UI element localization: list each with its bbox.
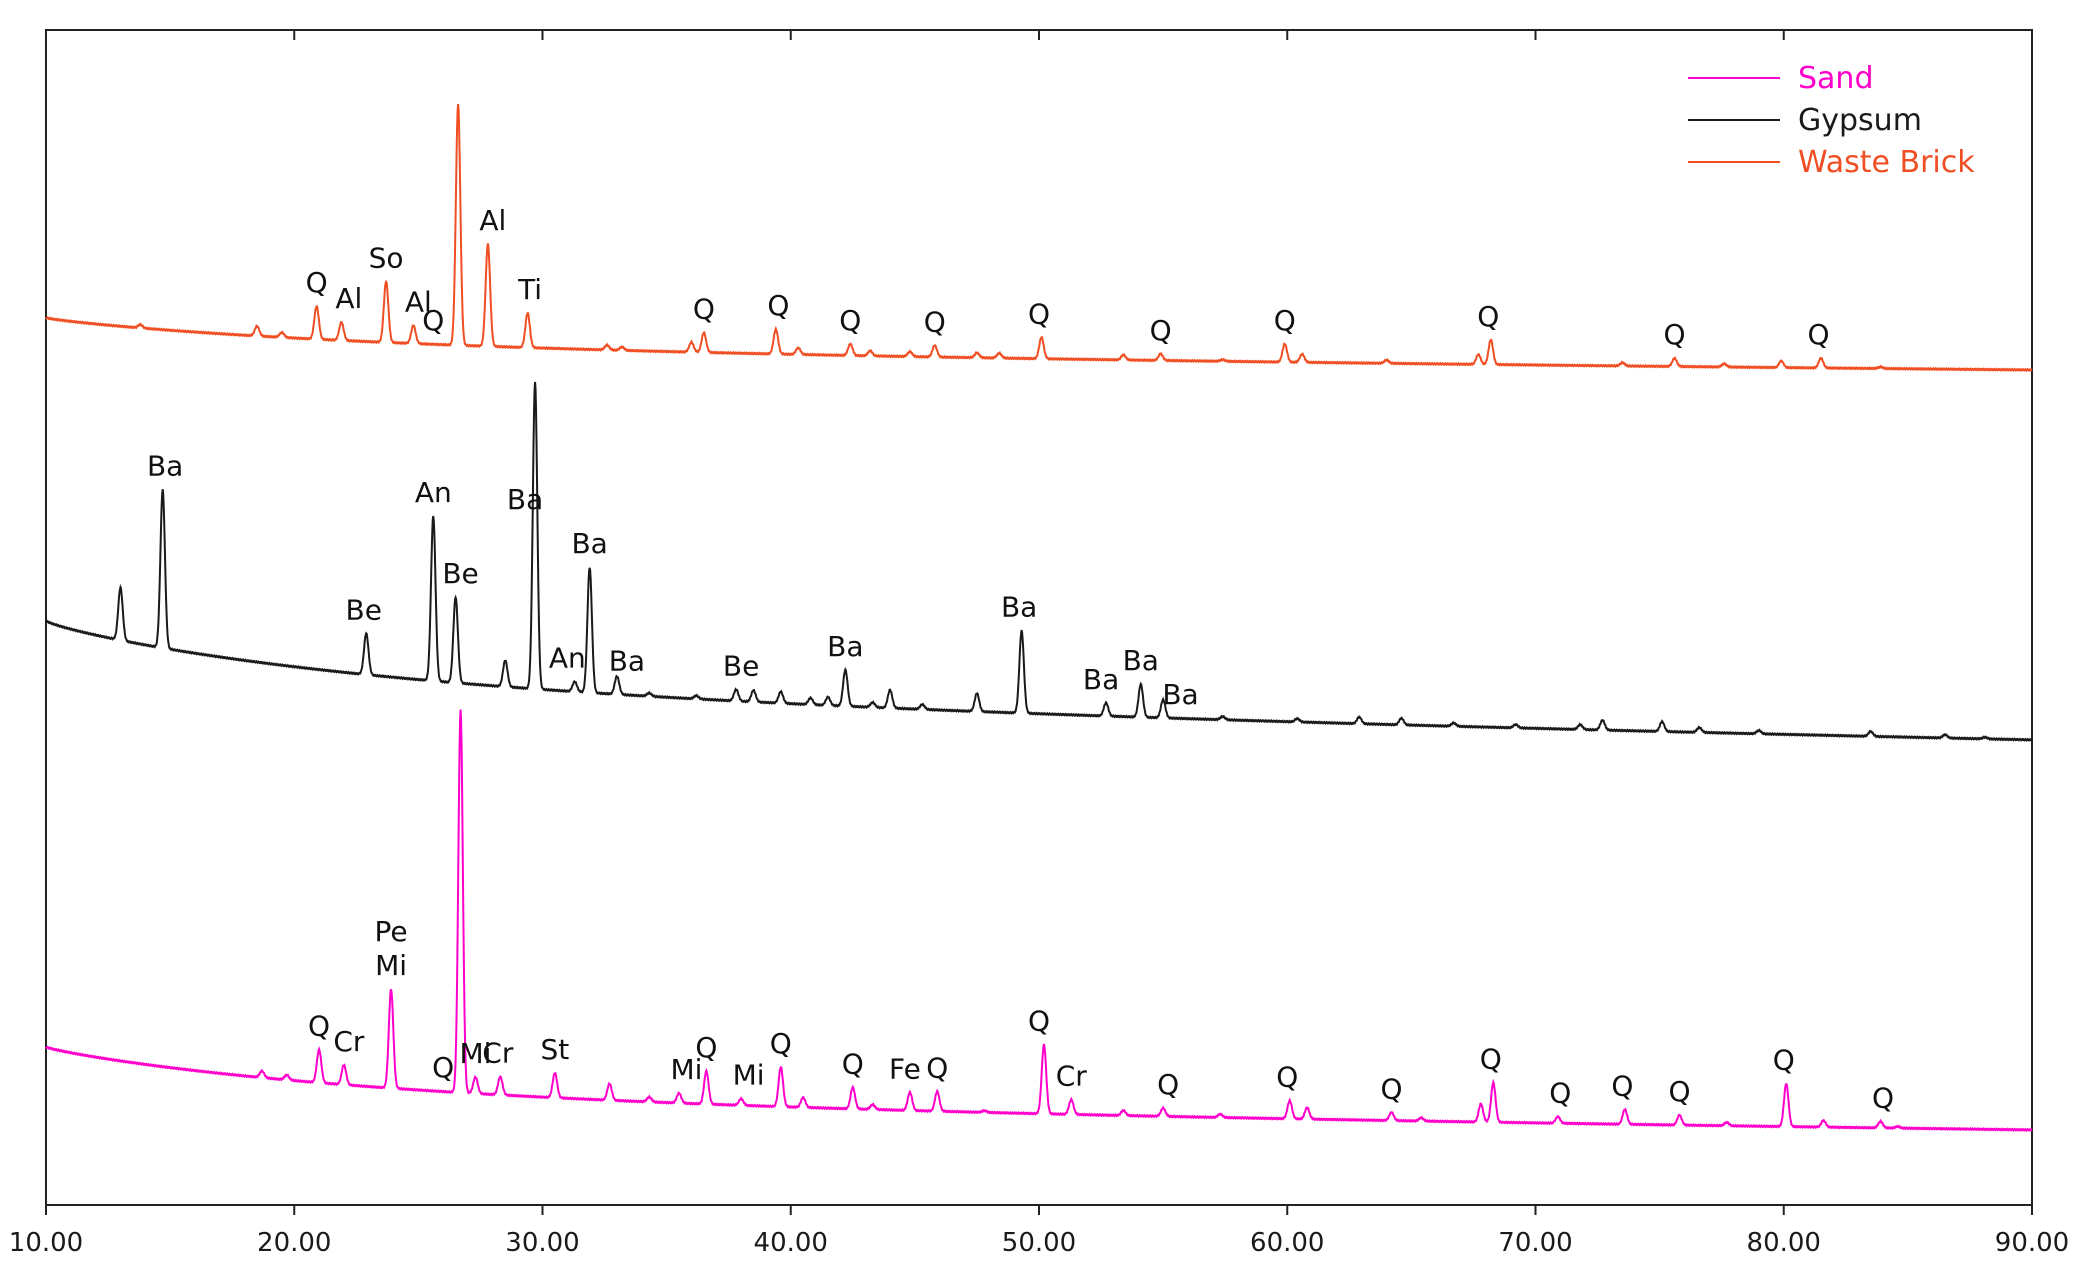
peak-label: St xyxy=(541,1033,570,1066)
x-tick-label: 40.00 xyxy=(754,1228,828,1258)
legend-label: Gypsum xyxy=(1798,103,1922,138)
peak-label: Q xyxy=(1028,297,1050,330)
peak-label: Q xyxy=(1773,1044,1795,1077)
peak-label: Q xyxy=(1477,300,1499,333)
legend-label: Sand xyxy=(1798,61,1873,96)
x-tick-label: 90.00 xyxy=(1995,1228,2069,1258)
peak-label: Pe xyxy=(375,915,408,948)
peak-label: Be xyxy=(723,649,759,682)
peak-label: Q xyxy=(1157,1068,1179,1101)
peak-label: Q xyxy=(1668,1075,1690,1108)
peak-label: Q xyxy=(1150,314,1172,347)
x-tick-label: 50.00 xyxy=(1002,1228,1076,1258)
peak-label: Ba xyxy=(1083,663,1119,696)
legend: Sand Gypsum Waste Brick xyxy=(1688,61,1975,180)
peak-label: Al xyxy=(479,204,506,237)
peak-label: Ba xyxy=(827,630,863,663)
peak-label: Al xyxy=(335,282,362,315)
series-line-sand xyxy=(45,709,2033,1133)
peak-label: Q xyxy=(432,1051,454,1084)
peak-label: Q xyxy=(1380,1072,1402,1105)
x-tick-label: 60.00 xyxy=(1250,1228,1324,1258)
peak-label: Be xyxy=(442,557,478,590)
peak-label: Q xyxy=(1663,318,1685,351)
peak-label: Q xyxy=(1276,1061,1298,1094)
peak-label: Ba xyxy=(1162,678,1198,711)
peak-label: Q xyxy=(1274,304,1296,337)
peak-label: Q xyxy=(767,289,789,322)
peak-label: Fe xyxy=(889,1052,921,1085)
peak-label: Cr xyxy=(1056,1060,1088,1093)
peak-label: Q xyxy=(926,1051,948,1084)
peak-label: Q xyxy=(306,266,328,299)
x-axis: 10.00 20.00 30.00 40.00 50.00 60.00 70.00 80.00… xyxy=(9,30,2069,1258)
peak-label: Q xyxy=(924,305,946,338)
peak-label: Q xyxy=(839,304,861,337)
x-tick-label: 20.00 xyxy=(257,1228,331,1258)
x-tick-label: 80.00 xyxy=(1747,1228,1821,1258)
peak-label: Mi xyxy=(733,1059,765,1092)
x-tick-label: 10.00 xyxy=(9,1228,83,1258)
peak-label: Q xyxy=(770,1027,792,1060)
peak-label: Q xyxy=(308,1010,330,1043)
peak-label: Q xyxy=(1480,1043,1502,1076)
peak-label: Q xyxy=(1872,1081,1894,1114)
peak-label: Mi xyxy=(460,1037,492,1070)
peak-label: Ti xyxy=(517,273,542,306)
peak-label: Cr xyxy=(333,1025,365,1058)
legend-label: Waste Brick xyxy=(1798,145,1975,180)
peak-label: Q xyxy=(422,304,444,337)
peak-label: Ba xyxy=(1001,591,1037,624)
peak-label: Ba xyxy=(609,645,645,678)
peak-label: Q xyxy=(842,1047,864,1080)
peak-label: Ba xyxy=(507,483,543,516)
peak-label: Be xyxy=(346,593,382,626)
peak-label: So xyxy=(369,241,404,274)
peak-label: Q xyxy=(693,293,715,326)
peak-label: An xyxy=(549,642,586,675)
peak-label: An xyxy=(415,476,452,509)
peak-label: Mi xyxy=(375,949,407,982)
peak-label: Al xyxy=(405,285,432,318)
peak-label: Q xyxy=(695,1031,717,1064)
peak-label: Q xyxy=(1028,1004,1050,1037)
peak-label: Mi xyxy=(671,1053,703,1086)
peak-label: Q xyxy=(1611,1069,1633,1102)
peak-label: Ba xyxy=(147,450,183,483)
peak-label: Ba xyxy=(1123,644,1159,677)
series-line-waste-brick xyxy=(45,103,2033,373)
series-line-gypsum xyxy=(45,381,2033,743)
peak-label: Cr xyxy=(482,1037,514,1070)
x-tick-label: 30.00 xyxy=(505,1228,579,1258)
peak-label: Q xyxy=(1549,1077,1571,1110)
x-tick-label: 70.00 xyxy=(1498,1228,1572,1258)
peak-label: Q xyxy=(1807,318,1829,351)
peak-label: Ba xyxy=(571,527,607,560)
series-layer xyxy=(45,103,2033,1133)
